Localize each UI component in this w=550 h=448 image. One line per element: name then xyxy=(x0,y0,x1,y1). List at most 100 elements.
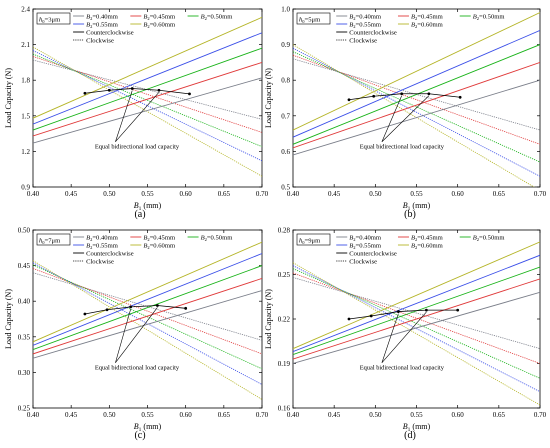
x-axis-label: B1 (mm) xyxy=(134,201,162,212)
ccw-series-line-4 xyxy=(33,241,262,343)
equal-capacity-point xyxy=(369,314,373,318)
legend-entry-0: B2=0.40mm xyxy=(86,13,119,21)
legend-ccw: Counterclockwise xyxy=(349,29,397,36)
y-tick-label: 0.25 xyxy=(18,405,31,413)
ccw-series-line-2 xyxy=(33,265,262,351)
ccw-series-line-1 xyxy=(293,278,540,360)
chart-panel-0: 0.40 0.45 0.50 0.55 0.60 0.65 0.70 0.9 1.2 1.5 1.8… xyxy=(4,6,269,221)
cw-series-line-3 xyxy=(293,47,540,177)
h0-label: h0=7μm xyxy=(39,238,61,246)
x-tick-label: 0.55 xyxy=(410,190,423,198)
x-tick-label: 0.60 xyxy=(180,190,193,198)
equal-capacity-point xyxy=(130,87,134,90)
x-tick-label: 0.70 xyxy=(534,190,547,198)
legend-entry-4: B2=0.60mm xyxy=(411,242,444,250)
legend-entry-4: B2=0.60mm xyxy=(143,242,176,250)
annotation-arrow xyxy=(381,311,427,363)
h0-label: h0=5μm xyxy=(299,17,321,25)
equal-capacity-point xyxy=(105,308,109,312)
ccw-series-line-4 xyxy=(293,241,540,350)
legend-entry-2: B2=0.50mm xyxy=(201,234,234,242)
h0-box xyxy=(296,233,331,246)
equal-capacity-point xyxy=(184,306,188,310)
panel-label: (a) xyxy=(134,209,145,220)
x-axis-label: B1 (mm) xyxy=(403,422,431,433)
cw-series-line-4 xyxy=(33,46,262,177)
x-tick-label: 0.50 xyxy=(103,411,116,419)
y-tick-label: 2.4 xyxy=(21,6,30,14)
x-tick-label: 0.50 xyxy=(369,190,382,198)
x-tick-label: 0.50 xyxy=(369,411,382,419)
annotation-text: Equal bidirectional load capacity xyxy=(360,144,445,151)
plot-frame xyxy=(292,8,541,188)
legend-ccw: Counterclockwise xyxy=(86,29,134,36)
ccw-series-line-3 xyxy=(33,32,262,125)
legend-entry-4: B2=0.60mm xyxy=(143,21,176,29)
y-axis-label: Load Capacity (N) xyxy=(264,289,273,349)
cw-series-line-1 xyxy=(33,268,262,355)
x-axis-label: B1 (mm) xyxy=(403,201,431,212)
cw-series-line-3 xyxy=(293,265,540,393)
annotation-text: Equal bidirectional load capacity xyxy=(95,365,180,372)
equal-capacity-point xyxy=(347,317,351,321)
x-tick-label: 0.45 xyxy=(328,190,341,198)
h0-label: h0=3μm xyxy=(39,17,61,25)
y-tick-label: 1.0 xyxy=(281,6,290,14)
annotation-arrow xyxy=(115,308,131,363)
equal-capacity-point xyxy=(347,98,351,102)
ccw-series-line-2 xyxy=(293,44,540,145)
legend-entry-3: B2=0.55mm xyxy=(86,21,119,29)
y-tick-label: 0.28 xyxy=(278,227,291,235)
x-tick-label: 0.65 xyxy=(493,411,506,419)
x-tick-label: 0.55 xyxy=(410,411,423,419)
h0-box xyxy=(296,12,331,25)
x-tick-label: 0.70 xyxy=(256,190,269,198)
legend-entry-3: B2=0.55mm xyxy=(86,242,119,250)
y-tick-label: 0.40 xyxy=(18,298,31,306)
y-tick-label: 0.9 xyxy=(21,184,30,192)
cw-series-line-2 xyxy=(293,51,540,163)
annotation-arrow xyxy=(115,90,133,142)
y-axis-label: Load Capacity (N) xyxy=(4,289,13,349)
equal-capacity-point xyxy=(83,312,87,316)
equal-capacity-point xyxy=(396,310,400,313)
x-tick-label: 0.70 xyxy=(256,411,269,419)
legend-entry-2: B2=0.50mm xyxy=(473,234,506,242)
y-tick-label: 2.1 xyxy=(21,41,30,49)
equal-capacity-point xyxy=(427,92,431,96)
legend-entry-4: B2=0.60mm xyxy=(411,21,444,29)
ccw-series-line-3 xyxy=(293,254,540,353)
ccw-series-line-2 xyxy=(33,47,262,131)
x-tick-label: 0.40 xyxy=(287,411,300,419)
y-tick-label: 0.5 xyxy=(281,184,290,192)
h0-label: h0=9μm xyxy=(299,238,321,246)
y-tick-label: 0.45 xyxy=(18,262,31,270)
y-tick-label: 0.50 xyxy=(18,227,31,235)
x-tick-label: 0.45 xyxy=(65,411,78,419)
y-tick-label: 0.16 xyxy=(278,405,291,413)
annotation-text: Equal bidirectional load capacity xyxy=(95,144,180,151)
legend-entry-3: B2=0.55mm xyxy=(349,242,382,250)
legend-entry-1: B2=0.45mm xyxy=(143,234,176,242)
legend-entry-0: B2=0.40mm xyxy=(349,234,382,242)
x-tick-label: 0.60 xyxy=(452,190,465,198)
annotation-arrow xyxy=(381,95,430,142)
legend-cw: Clockwise xyxy=(86,37,114,44)
cw-series-line-2 xyxy=(33,53,262,148)
ccw-series-line-4 xyxy=(33,16,262,119)
cw-series-line-3 xyxy=(33,262,262,385)
series-group xyxy=(33,16,262,177)
x-tick-label: 0.65 xyxy=(218,190,231,198)
series-group xyxy=(293,12,540,187)
x-tick-label: 0.70 xyxy=(534,411,547,419)
y-tick-label: 0.6 xyxy=(281,148,290,156)
x-axis-label: B1 (mm) xyxy=(134,422,162,433)
y-tick-label: 1.5 xyxy=(21,112,30,120)
x-tick-label: 0.65 xyxy=(493,190,506,198)
cw-series-line-4 xyxy=(293,262,540,406)
cw-series-line-2 xyxy=(33,264,262,370)
y-tick-label: 0.35 xyxy=(18,333,31,341)
ccw-series-line-3 xyxy=(33,253,262,346)
y-tick-label: 0.25 xyxy=(278,271,291,279)
